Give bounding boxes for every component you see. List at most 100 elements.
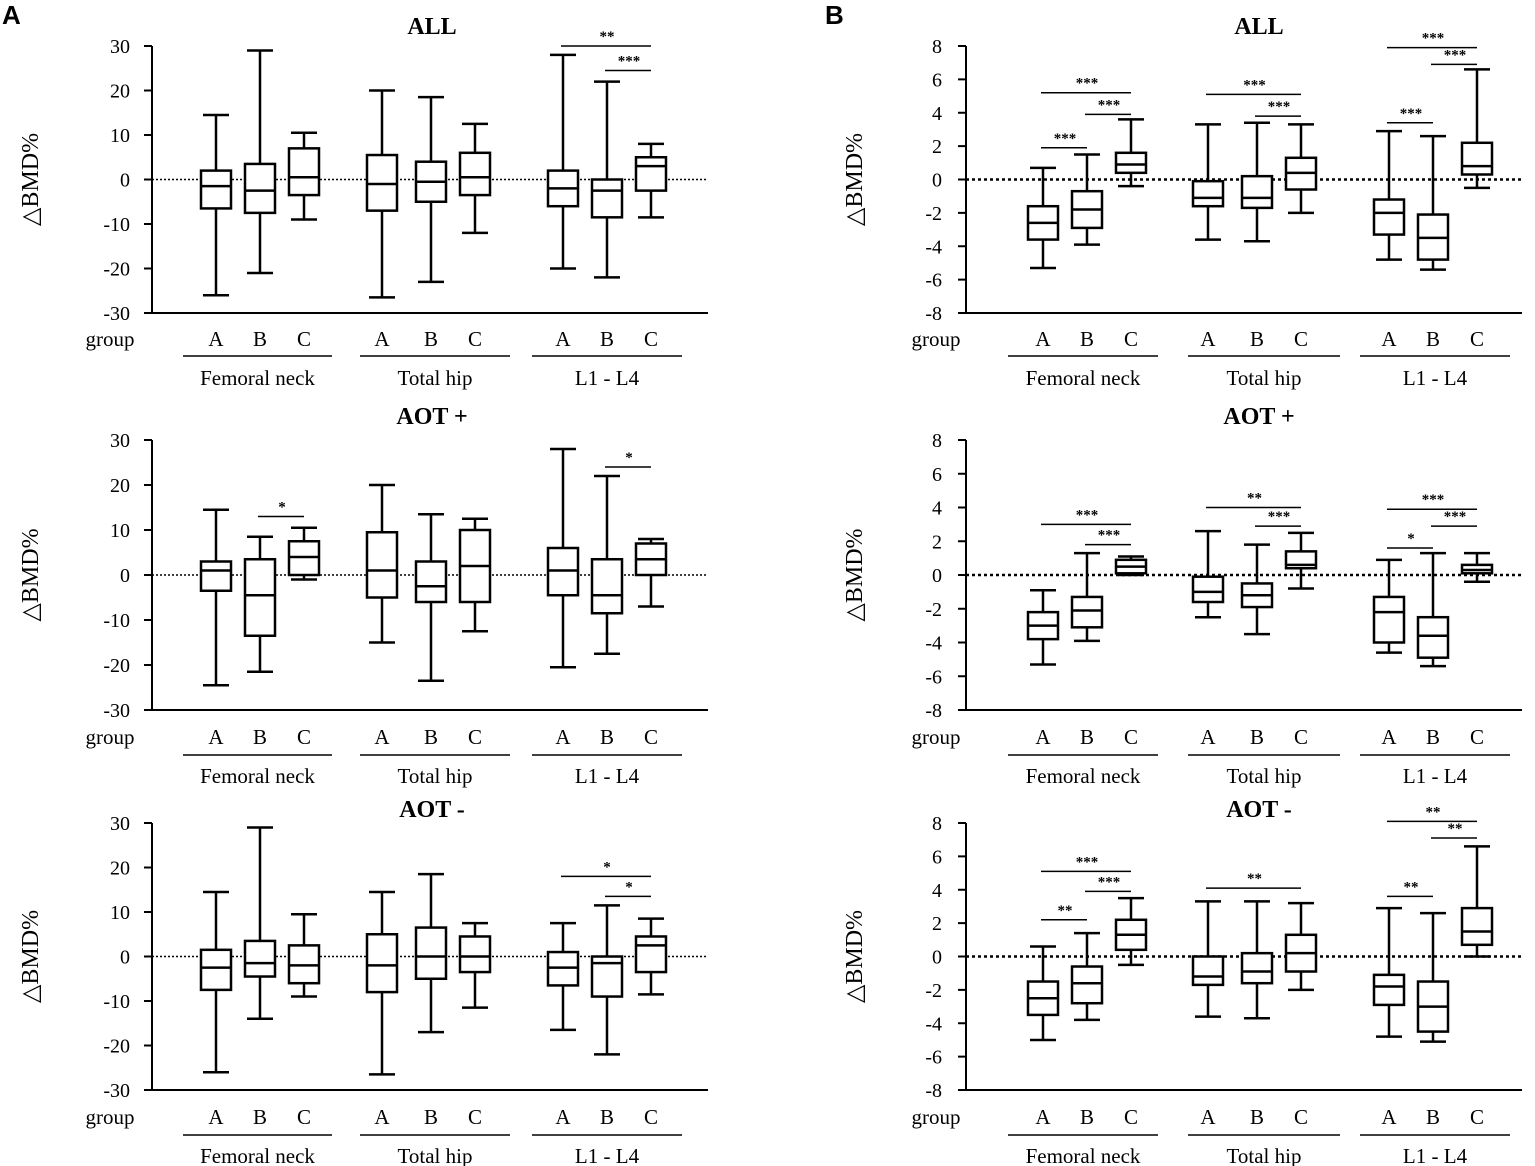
- chart-b-all-sig-l1-l4-b-c-label: ***: [1444, 47, 1467, 63]
- chart-b-all-sig-l1-l4-a-b-label: ***: [1400, 106, 1423, 122]
- chart-b-aot-y-tick-label: 4: [932, 498, 942, 520]
- chart-a-all-group-tick-b: B: [424, 327, 438, 351]
- chart-b-aot-sig-femoral-neck-b-c-label: ***: [1098, 874, 1121, 890]
- chart-a-aot-box-femoral-neck-a-iqr: [199, 948, 233, 992]
- chart-a-all-box-l1-l4-b: [590, 80, 624, 279]
- chart-b-all-y-tick-label: -6: [925, 270, 942, 292]
- chart-b-aot: AOT + -8 -6 -4 -2 0 2 4 6 8 △BMD% group Femoral neck…: [842, 404, 1522, 788]
- chart-b-aot-y-tick-label: 8: [932, 430, 942, 452]
- chart-a-all-box-femoral-neck-c-iqr: [287, 147, 321, 197]
- chart-a-all: ALL -30 -20 -10 0 10 20 30 △BMD% group Femoral nec…: [18, 14, 708, 390]
- chart-b-aot-sig-femoral-neck-a-c-label: ***: [1076, 507, 1099, 523]
- chart-b-aot-group-tick-c: C: [1294, 1105, 1308, 1129]
- chart-b-all-y-axis-label: △BMD%: [842, 133, 868, 226]
- chart-b-aot-sig-l1-l4-b-c-label: ***: [1444, 509, 1467, 525]
- chart-a-all-group-tick-a: A: [208, 327, 224, 351]
- chart-a-aot-group-tick-c: C: [468, 725, 482, 749]
- chart-b-all-group-tick-a: A: [1200, 327, 1216, 351]
- chart-b-all-box-total-hip-c: [1284, 123, 1318, 215]
- chart-a-all-box-l1-l4-a: [546, 53, 580, 270]
- chart-a-aot-box-femoral-neck-a: [199, 890, 233, 1074]
- chart-b-all-box-l1-l4-a: [1372, 129, 1406, 261]
- chart-b-aot-title: AOT -: [1226, 797, 1292, 823]
- chart-b-aot-group-tick-a: A: [1035, 725, 1051, 749]
- chart-a-aot-group-tick-a: A: [374, 725, 390, 749]
- chart-a-all-box-total-hip-a: [365, 89, 399, 299]
- chart-b-aot-sig-total-hip-a-c-label: **: [1247, 491, 1262, 507]
- chart-b-aot-site-label-l1-l4: L1 - L4: [1403, 1144, 1468, 1166]
- chart-b-all-box-total-hip-a-iqr: [1191, 179, 1225, 208]
- chart-b-aot-y-tick-label: 2: [932, 531, 942, 553]
- chart-b-aot-box-total-hip-a: [1191, 900, 1225, 1018]
- chart-a-all-y-tick-label: 0: [120, 170, 130, 192]
- chart-b-aot-y-tick-label: -8: [925, 700, 942, 722]
- chart-b-aot-y-tick-label: -2: [925, 980, 942, 1002]
- chart-a-aot-box-femoral-neck-a: [199, 508, 233, 687]
- chart-a-aot: AOT - -30 -20 -10 0 10 20 30 △BMD% group Femoral n…: [18, 797, 708, 1166]
- chart-a-aot-y-tick-label: -10: [103, 610, 130, 632]
- chart-a-aot-group-tick-b: B: [424, 1105, 438, 1129]
- chart-b-aot-box-femoral-neck-b-iqr: [1070, 595, 1104, 629]
- chart-b-aot-box-femoral-neck-b: [1070, 931, 1104, 1022]
- chart-b-all-site-label-total-hip: Total hip: [1227, 366, 1302, 390]
- chart-a-aot-y-tick-label: 30: [110, 813, 130, 835]
- chart-a-aot-box-femoral-neck-b: [243, 535, 277, 673]
- chart-a-aot-box-femoral-neck-b-iqr: [243, 939, 277, 978]
- chart-b-aot-y-axis-label: △BMD%: [842, 528, 868, 621]
- chart-a-aot: AOT + -30 -20 -10 0 10 20 30 △BMD% group Femoral n…: [18, 404, 708, 788]
- chart-b-aot-group-tick-a: A: [1035, 1105, 1051, 1129]
- chart-a-aot-group-tick-b: B: [253, 1105, 267, 1129]
- chart-a-aot-site-label-total-hip: Total hip: [398, 764, 473, 788]
- chart-b-all-site-label-femoral-neck: Femoral neck: [1026, 366, 1141, 390]
- chart-b-aot-box-total-hip-a-iqr: [1191, 955, 1225, 987]
- chart-a-aot-box-total-hip-b: [414, 872, 448, 1034]
- chart-b-aot-y-axis-label: △BMD%: [842, 910, 868, 1003]
- chart-a-aot-title: AOT -: [399, 797, 465, 823]
- chart-a-aot-box-femoral-neck-c: [287, 912, 321, 998]
- chart-b-all-group-tick-b: B: [1250, 327, 1264, 351]
- chart-a-aot-box-total-hip-c: [458, 517, 492, 633]
- chart-b-aot-group-tick-c: C: [1294, 725, 1308, 749]
- chart-b-all-sig-total-hip-a-c-label: ***: [1243, 77, 1266, 93]
- chart-b-aot-group-tick-a: A: [1381, 1105, 1397, 1129]
- chart-b-aot-y-tick-label: -4: [925, 633, 942, 655]
- chart-a-aot-box-l1-l4-a: [546, 447, 580, 669]
- chart-b-aot-sig-l1-l4-b-c-label: **: [1448, 821, 1463, 837]
- chart-a-all-box-total-hip-c-iqr: [458, 151, 492, 197]
- chart-b-aot-y-tick-label: -8: [925, 1080, 942, 1102]
- chart-a-aot-title: AOT +: [396, 404, 467, 430]
- chart-a-aot-box-l1-l4-b: [590, 904, 624, 1056]
- chart-a-aot-group-tick-b: B: [600, 725, 614, 749]
- chart-a-aot-y-tick-label: -30: [103, 1080, 130, 1102]
- chart-b-all-sig-femoral-neck-a-b-label: ***: [1054, 131, 1077, 147]
- chart-b-all-group-label: group: [912, 327, 961, 351]
- chart-a-aot-box-total-hip-a-iqr: [365, 933, 399, 994]
- chart-a-aot-box-femoral-neck-a-iqr: [199, 560, 233, 592]
- chart-a-all-y-tick-label: -10: [103, 214, 130, 236]
- chart-b-all-sig-l1-l4-a-c-label: ***: [1422, 31, 1445, 47]
- chart-a-aot-group-tick-a: A: [374, 1105, 390, 1129]
- chart-a-aot-group-tick-b: B: [253, 725, 267, 749]
- chart-b-aot-group-tick-a: A: [1381, 725, 1397, 749]
- chart-b-aot: AOT - -8 -6 -4 -2 0 2 4 6 8 △BMD% group Femoral neck…: [842, 797, 1522, 1166]
- chart-b-aot-y-tick-label: 2: [932, 913, 942, 935]
- chart-a-aot-y-tick-label: 20: [110, 858, 130, 880]
- chart-a-aot-box-l1-l4-b-iqr: [590, 558, 624, 615]
- chart-b-aot-box-total-hip-a-iqr: [1191, 575, 1225, 604]
- chart-a-all-box-l1-l4-c-iqr: [634, 156, 668, 192]
- chart-b-aot-sig-femoral-neck-a-c-label: ***: [1076, 854, 1099, 870]
- chart-a-all-group-tick-c: C: [468, 327, 482, 351]
- chart-b-aot-group-tick-b: B: [1080, 725, 1094, 749]
- chart-b-aot-box-total-hip-c: [1284, 901, 1318, 992]
- chart-b-all-group-tick-b: B: [1080, 327, 1094, 351]
- chart-b-aot-y-tick-label: 0: [932, 565, 942, 587]
- chart-b-aot-group-tick-b: B: [1250, 725, 1264, 749]
- chart-a-all-sig-l1-l4-a-c-label: **: [600, 29, 615, 45]
- chart-b-all-y-tick-label: -2: [925, 203, 942, 225]
- chart-a-aot-y-tick-label: -20: [103, 655, 130, 677]
- chart-a-all-sig-l1-l4-b-c-label: ***: [618, 53, 641, 69]
- chart-b-aot-group-tick-c: C: [1470, 725, 1484, 749]
- chart-b-aot-group-tick-c: C: [1124, 725, 1138, 749]
